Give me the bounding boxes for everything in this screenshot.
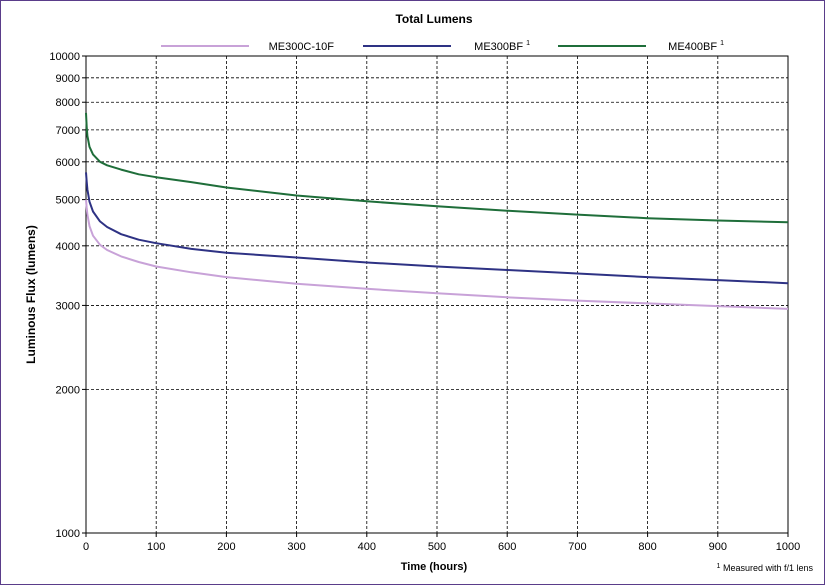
y-tick-label: 7000 [56, 125, 80, 137]
legend-item: ME400BF 1 [558, 40, 724, 53]
footnote-mark: 1 [717, 563, 721, 570]
x-tick-label: 500 [428, 541, 446, 553]
x-tick-label: 0 [83, 541, 89, 553]
y-tick-label: 9000 [56, 73, 80, 85]
legend-item: ME300BF 1 [363, 40, 530, 53]
footnote-text: Measured with f/1 lens [723, 563, 814, 573]
legend: ME300C-10F ME300BF 1 ME400BF 1 [161, 40, 724, 53]
legend-label-name: ME300BF [474, 41, 523, 53]
x-axis-ticks: 0 100 200 300 400 500 600 700 800 900 1000 [83, 533, 800, 553]
x-tick-label: 300 [287, 541, 305, 553]
y-tick-label: 8000 [56, 97, 80, 109]
x-tick-label: 600 [498, 541, 516, 553]
y-tick-label: 5000 [56, 195, 80, 207]
x-tick-label: 700 [568, 541, 586, 553]
legend-label-superscript: 1 [720, 40, 724, 47]
x-axis-label: Time (hours) [401, 561, 468, 573]
legend-label: ME300BF 1 [474, 40, 530, 53]
x-tick-label: 100 [147, 541, 165, 553]
legend-label: ME400BF 1 [668, 40, 724, 53]
legend-label: ME300C-10F [269, 41, 335, 53]
x-tick-label: 1000 [776, 541, 800, 553]
y-tick-label: 6000 [56, 157, 80, 169]
y-tick-label: 2000 [56, 384, 80, 396]
legend-label-name: ME300C-10F [269, 41, 335, 53]
x-tick-label: 200 [217, 541, 235, 553]
legend-label-name: ME400BF [668, 41, 717, 53]
y-axis-ticks: 1000 2000 3000 4000 5000 6000 7000 8000 9000 1000… [49, 51, 86, 540]
y-tick-label: 4000 [56, 241, 80, 253]
x-tick-label: 900 [709, 541, 727, 553]
series-line-me300c-10f [85, 199, 789, 310]
series-line-me300bf [85, 172, 789, 285]
x-tick-label: 800 [638, 541, 656, 553]
legend-item: ME300C-10F [161, 41, 334, 53]
x-tick-label: 400 [358, 541, 376, 553]
legend-label-superscript: 1 [526, 40, 530, 47]
y-tick-label: 10000 [49, 51, 80, 63]
grid [86, 56, 788, 533]
y-axis-label: Luminous Flux (lumens) [24, 225, 38, 364]
y-tick-label: 1000 [56, 528, 80, 540]
series-line-me400bf [85, 112, 789, 224]
footnote: 1 Measured with f/1 lens [717, 560, 814, 573]
series-lines [85, 112, 789, 310]
y-tick-label: 3000 [56, 300, 80, 312]
chart-title: Total Lumens [395, 12, 472, 26]
